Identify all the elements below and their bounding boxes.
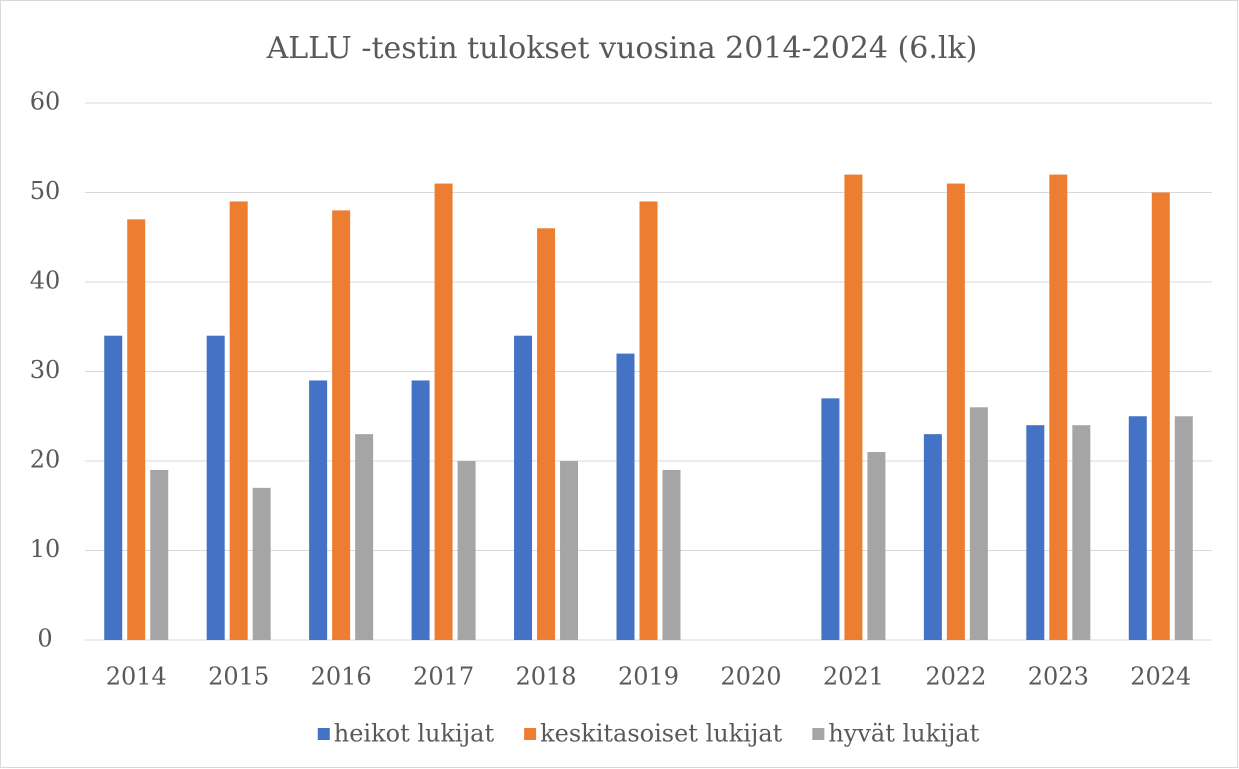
bar <box>104 335 123 640</box>
x-tick-label: 2014 <box>106 663 167 691</box>
bar <box>150 469 169 640</box>
bar <box>969 407 988 640</box>
legend-label: hyvät lukijat <box>828 720 979 748</box>
y-tick-label: 60 <box>30 88 61 116</box>
y-tick-label: 40 <box>30 267 61 295</box>
legend-label: keskitasoiset lukijat <box>540 720 783 748</box>
x-tick-label: 2017 <box>413 663 474 691</box>
legend-label: heikot lukijat <box>334 720 495 748</box>
y-tick-label: 30 <box>30 356 61 384</box>
bar <box>1151 192 1170 640</box>
x-tick-label: 2023 <box>1028 663 1089 691</box>
bar <box>206 335 225 640</box>
bar <box>560 461 579 640</box>
bar <box>514 335 533 640</box>
bar <box>1026 425 1045 640</box>
x-tick-label: 2018 <box>516 663 577 691</box>
legend-swatch <box>812 728 825 740</box>
y-tick-label: 10 <box>30 535 61 563</box>
bar <box>923 434 942 640</box>
x-tick-label: 2016 <box>311 663 372 691</box>
y-tick-label: 0 <box>37 625 52 653</box>
bar <box>309 380 328 640</box>
bar <box>946 183 965 641</box>
bar <box>355 434 374 640</box>
legend-swatch <box>524 728 537 740</box>
legend-swatch <box>317 728 330 740</box>
bar <box>616 353 635 640</box>
bar <box>229 201 248 640</box>
bar <box>639 201 658 640</box>
bar <box>457 461 476 640</box>
bar <box>662 469 681 640</box>
bar <box>537 228 556 641</box>
x-tick-label: 2024 <box>1130 663 1191 691</box>
y-tick-label: 50 <box>30 177 61 205</box>
x-tick-label: 2020 <box>720 663 781 691</box>
bar <box>411 380 430 640</box>
x-tick-label: 2022 <box>925 663 986 691</box>
y-tick-label: 20 <box>30 446 61 474</box>
x-tick-label: 2021 <box>823 663 884 691</box>
bar <box>434 183 453 641</box>
bar <box>127 219 146 640</box>
bar <box>1174 416 1193 640</box>
bar <box>867 452 886 640</box>
bar <box>1128 416 1147 640</box>
x-tick-label: 2015 <box>208 663 269 691</box>
bar <box>821 398 840 640</box>
bar <box>844 174 863 640</box>
x-tick-label: 2019 <box>618 663 679 691</box>
bar <box>1049 174 1068 640</box>
chart-title: ALLU -testin tulokset vuosina 2014-2024 … <box>266 31 978 66</box>
bar <box>332 210 351 640</box>
bar <box>252 487 271 640</box>
bar <box>1072 425 1091 640</box>
